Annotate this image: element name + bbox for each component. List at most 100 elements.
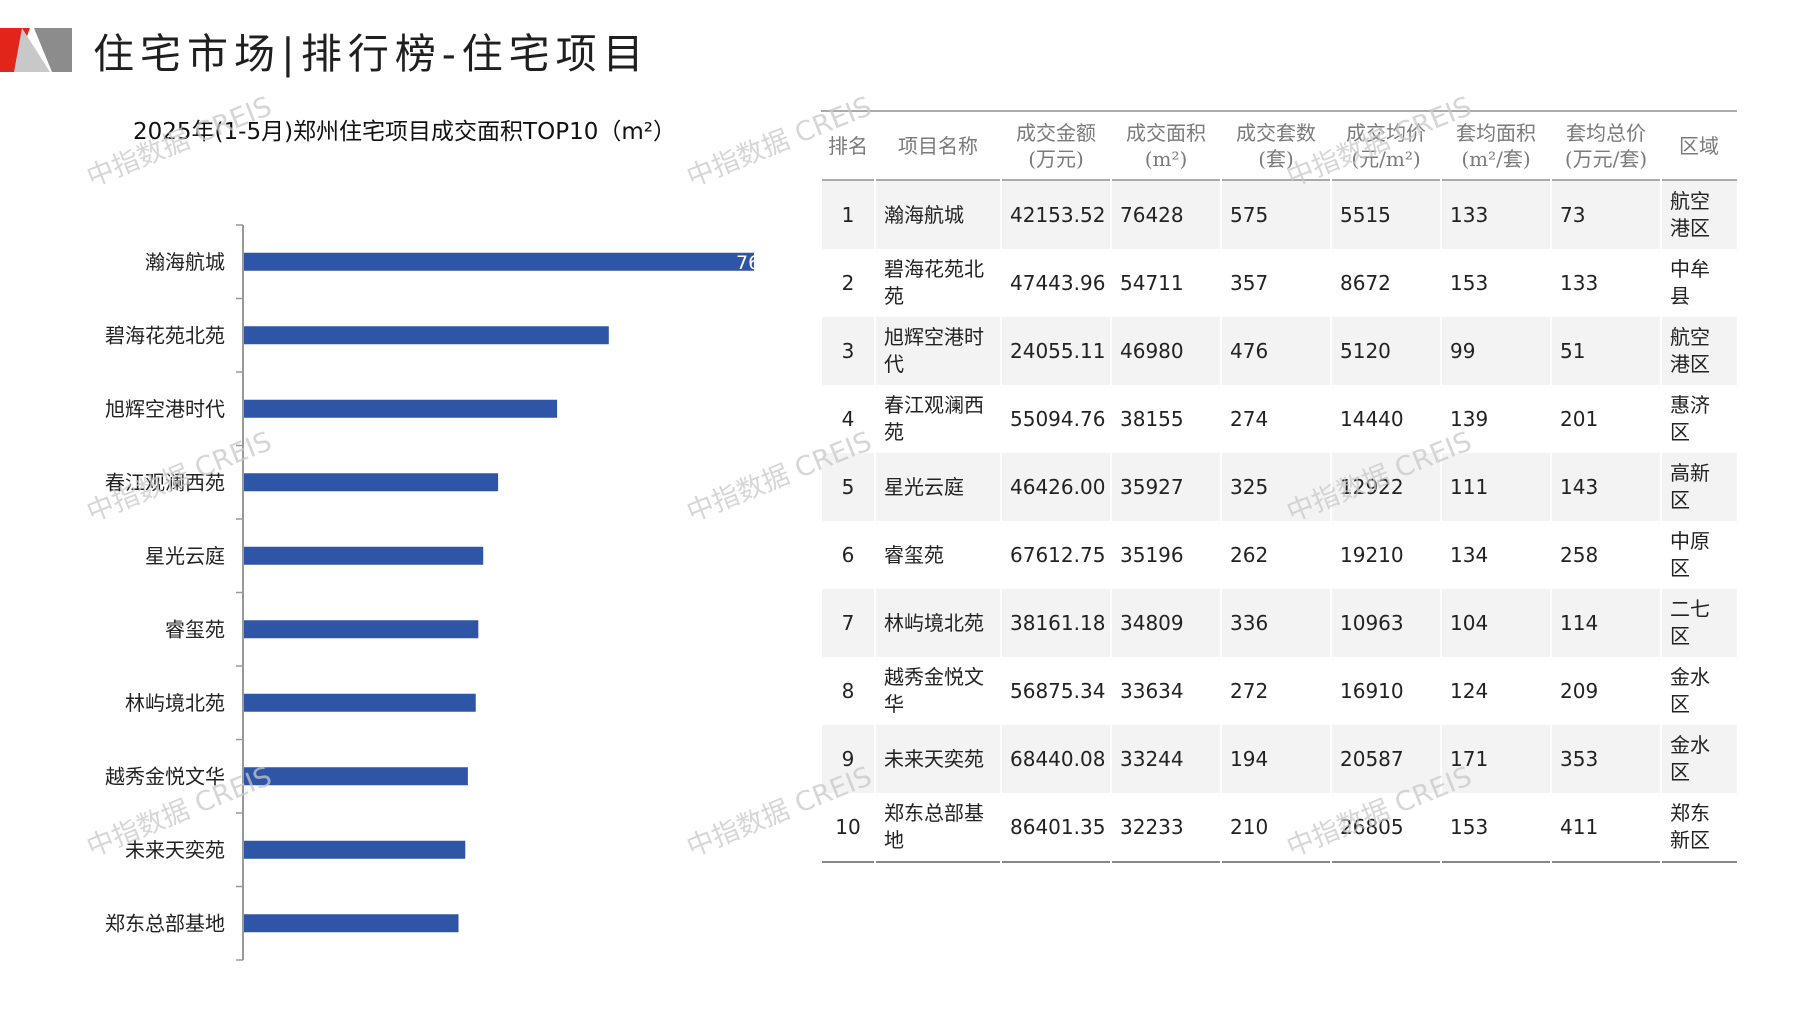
category-label: 碧海花苑北苑	[105, 323, 225, 347]
column-header: 成交金额 (万元)	[1016, 120, 1096, 171]
column-header: 成交面积 (m²)	[1126, 120, 1206, 171]
table-cell: 34809	[1110, 589, 1221, 657]
table-cell: 104	[1440, 589, 1551, 657]
table-cell: 中牟县	[1660, 249, 1737, 317]
table-cell: 5120	[1330, 317, 1441, 385]
table-cell: 5	[820, 453, 875, 521]
table-row: 9 未来天奕苑 68440.08 33244 194 20587 171 353 金水区	[820, 725, 1737, 793]
table-cell: 26805	[1330, 793, 1441, 862]
table-cell: 惠济区	[1660, 385, 1737, 453]
bar-4	[243, 473, 499, 492]
table-cell: 54711	[1110, 249, 1221, 317]
table-cell: 7	[820, 589, 875, 657]
bar-chart: 瀚海航城碧海花苑北苑旭辉空港时代春江观澜西苑星光云庭睿玺苑林屿境北苑越秀金悦文华…	[105, 224, 760, 961]
table-cell: 10	[820, 793, 875, 862]
table-cell: 5515	[1330, 180, 1441, 249]
table-cell: 210	[1220, 793, 1331, 862]
table-cell: 瀚海航城	[874, 180, 1001, 249]
category-label: 睿玺苑	[165, 617, 225, 641]
ranking-table: 排名 项目名称 成交金额 (万元) 成交面积 (m²) 成交套数 (套) 成交均价 (元/m²) 套…	[820, 110, 1737, 863]
table-row: 4 春江观澜西苑 55094.76 38155 274 14440 139 201 惠济区	[820, 385, 1737, 453]
table-cell: 86401.35	[1000, 793, 1111, 862]
category-label: 越秀金悦文华	[105, 764, 225, 788]
table-cell: 42153.52	[1000, 180, 1111, 249]
table-cell: 3	[820, 317, 875, 385]
table-cell: 153	[1440, 249, 1551, 317]
table-cell: 星光云庭	[874, 453, 1001, 521]
table-cell: 143	[1550, 453, 1661, 521]
bar-10	[243, 914, 459, 933]
table-cell: 郑东新区	[1660, 793, 1737, 862]
table-cell: 476	[1220, 317, 1331, 385]
table-cell: 春江观澜西苑	[874, 385, 1001, 453]
data-label: 76	[736, 252, 760, 274]
table-cell: 46980	[1110, 317, 1221, 385]
table-cell: 9	[820, 725, 875, 793]
chart-title: 2025年(1-5月)郑州住宅项目成交面积TOP10（m²）	[133, 119, 676, 145]
table-cell: 中原区	[1660, 521, 1737, 589]
table-cell: 碧海花苑北苑	[874, 249, 1001, 317]
column-header: 成交套数 (套)	[1236, 120, 1316, 171]
table-cell: 8	[820, 657, 875, 725]
logo-icon	[0, 28, 72, 72]
column-header: 排名	[828, 133, 868, 158]
column-header: 项目名称	[898, 133, 978, 158]
table-cell: 33634	[1110, 657, 1221, 725]
table-cell: 19210	[1330, 521, 1441, 589]
table-cell: 金水区	[1660, 657, 1737, 725]
table-cell: 6	[820, 521, 875, 589]
table-cell: 201	[1550, 385, 1661, 453]
column-header: 套均总价 (万元/套)	[1564, 120, 1648, 171]
table-cell: 航空港区	[1660, 317, 1737, 385]
column-header: 套均面积 (m²/套)	[1456, 120, 1536, 171]
table-cell: 124	[1440, 657, 1551, 725]
table-cell: 旭辉空港时代	[874, 317, 1001, 385]
table-cell: 32233	[1110, 793, 1221, 862]
table-cell: 209	[1550, 657, 1661, 725]
table-cell: 航空港区	[1660, 180, 1737, 249]
table-cell: 2	[820, 249, 875, 317]
table-cell: 46426.00	[1000, 453, 1111, 521]
table-cell: 67612.75	[1000, 521, 1111, 589]
bar-3	[243, 399, 558, 418]
table-cell: 林屿境北苑	[874, 589, 1001, 657]
table-cell: 10963	[1330, 589, 1441, 657]
table-row: 1 瀚海航城 42153.52 76428 575 5515 133 73 航空港区	[820, 180, 1737, 249]
table-cell: 262	[1220, 521, 1331, 589]
table-cell: 16910	[1330, 657, 1441, 725]
table-row: 3 旭辉空港时代 24055.11 46980 476 5120 99 51 航空港区	[820, 317, 1737, 385]
category-label: 瀚海航城	[145, 250, 225, 274]
table-cell: 153	[1440, 793, 1551, 862]
table-cell: 14440	[1330, 385, 1441, 453]
table-row: 6 睿玺苑 67612.75 35196 262 19210 134 258 中原区	[820, 521, 1737, 589]
column-header: 区域	[1679, 133, 1719, 158]
table-cell: 33244	[1110, 725, 1221, 793]
table-cell: 未来天奕苑	[874, 725, 1001, 793]
table-cell: 68440.08	[1000, 725, 1111, 793]
table-cell: 12922	[1330, 453, 1441, 521]
bar-9	[243, 840, 466, 859]
table-row: 10 郑东总部基地 86401.35 32233 210 26805 153 411 郑东新区	[820, 793, 1737, 862]
category-label: 旭辉空港时代	[105, 397, 225, 421]
table-cell: 411	[1550, 793, 1661, 862]
table-cell: 272	[1220, 657, 1331, 725]
table-header: 排名 项目名称 成交金额 (万元) 成交面积 (m²) 成交套数 (套) 成交均价 (元/m²) 套…	[821, 111, 1737, 180]
table-cell: 56875.34	[1000, 657, 1111, 725]
page-header: 住宅市场|排行榜-住宅项目	[0, 0, 1797, 90]
table-cell: 高新区	[1660, 453, 1737, 521]
table-cell: 4	[820, 385, 875, 453]
table-cell: 194	[1220, 725, 1331, 793]
table-cell: 133	[1440, 180, 1551, 249]
table-cell: 76428	[1110, 180, 1221, 249]
table-cell: 郑东总部基地	[874, 793, 1001, 862]
table-cell: 睿玺苑	[874, 521, 1001, 589]
table-cell: 38161.18	[1000, 589, 1111, 657]
bar-8	[243, 767, 468, 786]
table-cell: 133	[1550, 249, 1661, 317]
table-cell: 111	[1440, 453, 1551, 521]
table-cell: 73	[1550, 180, 1661, 249]
category-label: 星光云庭	[145, 544, 225, 568]
table-row: 7 林屿境北苑 38161.18 34809 336 10963 104 114 二七区	[820, 589, 1737, 657]
table-cell: 1	[820, 180, 875, 249]
table-row: 5 星光云庭 46426.00 35927 325 12922 111 143 高新区	[820, 453, 1737, 521]
